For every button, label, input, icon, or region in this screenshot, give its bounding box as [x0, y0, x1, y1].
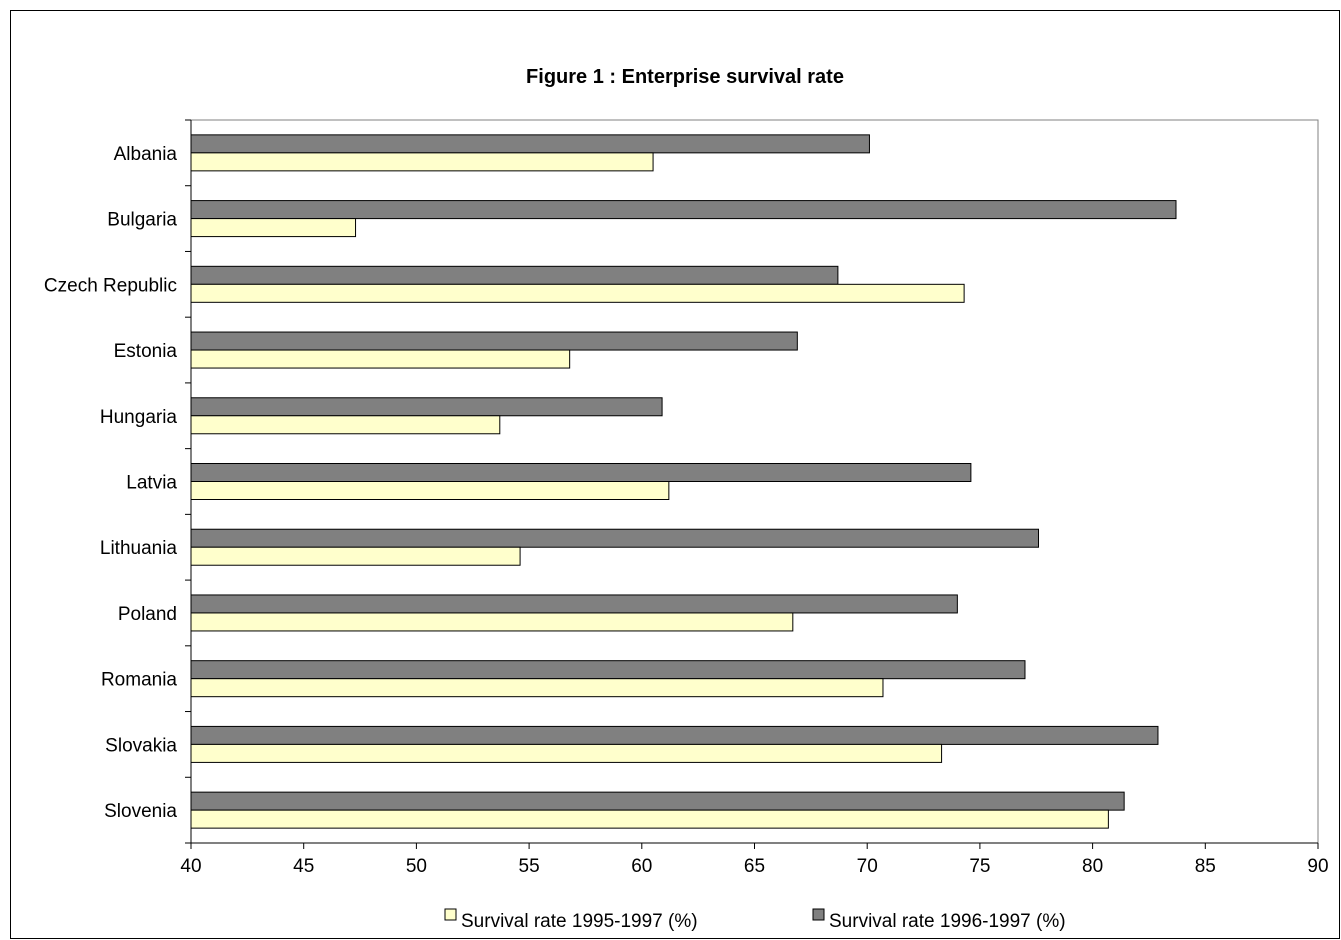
category-label: Lithuania [100, 538, 178, 559]
category-label: Latvia [126, 473, 177, 494]
x-tick-label: 80 [1082, 856, 1103, 877]
bar-series-1996-1997 [190, 660, 1026, 680]
bar-series-1995-1997 [190, 283, 965, 303]
category-label: Czech Republic [44, 275, 177, 296]
bar-series-1996-1997 [190, 791, 1125, 811]
x-tick-label: 65 [744, 856, 765, 877]
category-label: Albania [114, 144, 178, 165]
bar-series-1996-1997 [190, 725, 1159, 745]
category-label: Slovenia [104, 801, 177, 822]
legend-swatch-1995-1997 [444, 908, 457, 921]
bar-series-1996-1997 [190, 528, 1040, 548]
bar-series-1996-1997 [190, 331, 798, 351]
x-tick-label: 40 [180, 856, 201, 877]
legend-label-1995-1997: Survival rate 1995-1997 (%) [461, 911, 698, 932]
category-label: Slovakia [105, 735, 177, 756]
bar-series-1995-1997 [190, 481, 670, 500]
x-tick-label: 60 [631, 856, 652, 877]
category-label: Romania [101, 670, 177, 691]
x-tick-label: 75 [969, 856, 990, 877]
legend-swatch-1996-1997 [812, 908, 825, 921]
bar-series-1996-1997 [190, 397, 663, 417]
x-tick-label: 70 [857, 856, 878, 877]
x-tick-label: 50 [406, 856, 427, 877]
bar-series-1995-1997 [190, 349, 571, 369]
x-tick-label: 55 [519, 856, 540, 877]
bar-series-1996-1997 [190, 594, 958, 614]
legend: Survival rate 1995-1997 (%) Survival rate… [444, 908, 1066, 932]
bar-series-1996-1997 [190, 200, 1177, 220]
bar-series-1996-1997 [190, 265, 839, 285]
x-tick-label: 45 [293, 856, 314, 877]
chart-frame [10, 10, 1340, 939]
bar-series-1995-1997 [190, 218, 357, 238]
x-tick-label: 90 [1307, 856, 1328, 877]
bar-series-1995-1997 [190, 152, 654, 172]
category-label: Poland [118, 604, 177, 625]
category-label: Bulgaria [107, 210, 177, 231]
bar-series-1995-1997 [190, 415, 501, 435]
category-label: Hungaria [100, 407, 178, 428]
category-label: Estonia [114, 341, 178, 362]
axis-layer: Albania Bulgaria Czech Republic Estonia Hung… [44, 119, 1329, 877]
chart-title: Figure 1 : Enterprise survival rate [526, 66, 844, 88]
bar-series-1996-1997 [190, 134, 870, 154]
bar-series-1995-1997 [190, 612, 794, 632]
bar-series-1995-1997 [190, 809, 1109, 829]
bar-series-1995-1997 [190, 678, 884, 698]
bars-layer [190, 134, 1177, 829]
bar-series-1995-1997 [190, 743, 943, 763]
x-tick-label: 85 [1195, 856, 1216, 877]
bar-series-1995-1997 [190, 546, 521, 566]
legend-label-1996-1997: Survival rate 1996-1997 (%) [829, 911, 1066, 932]
bar-series-1996-1997 [190, 463, 972, 482]
